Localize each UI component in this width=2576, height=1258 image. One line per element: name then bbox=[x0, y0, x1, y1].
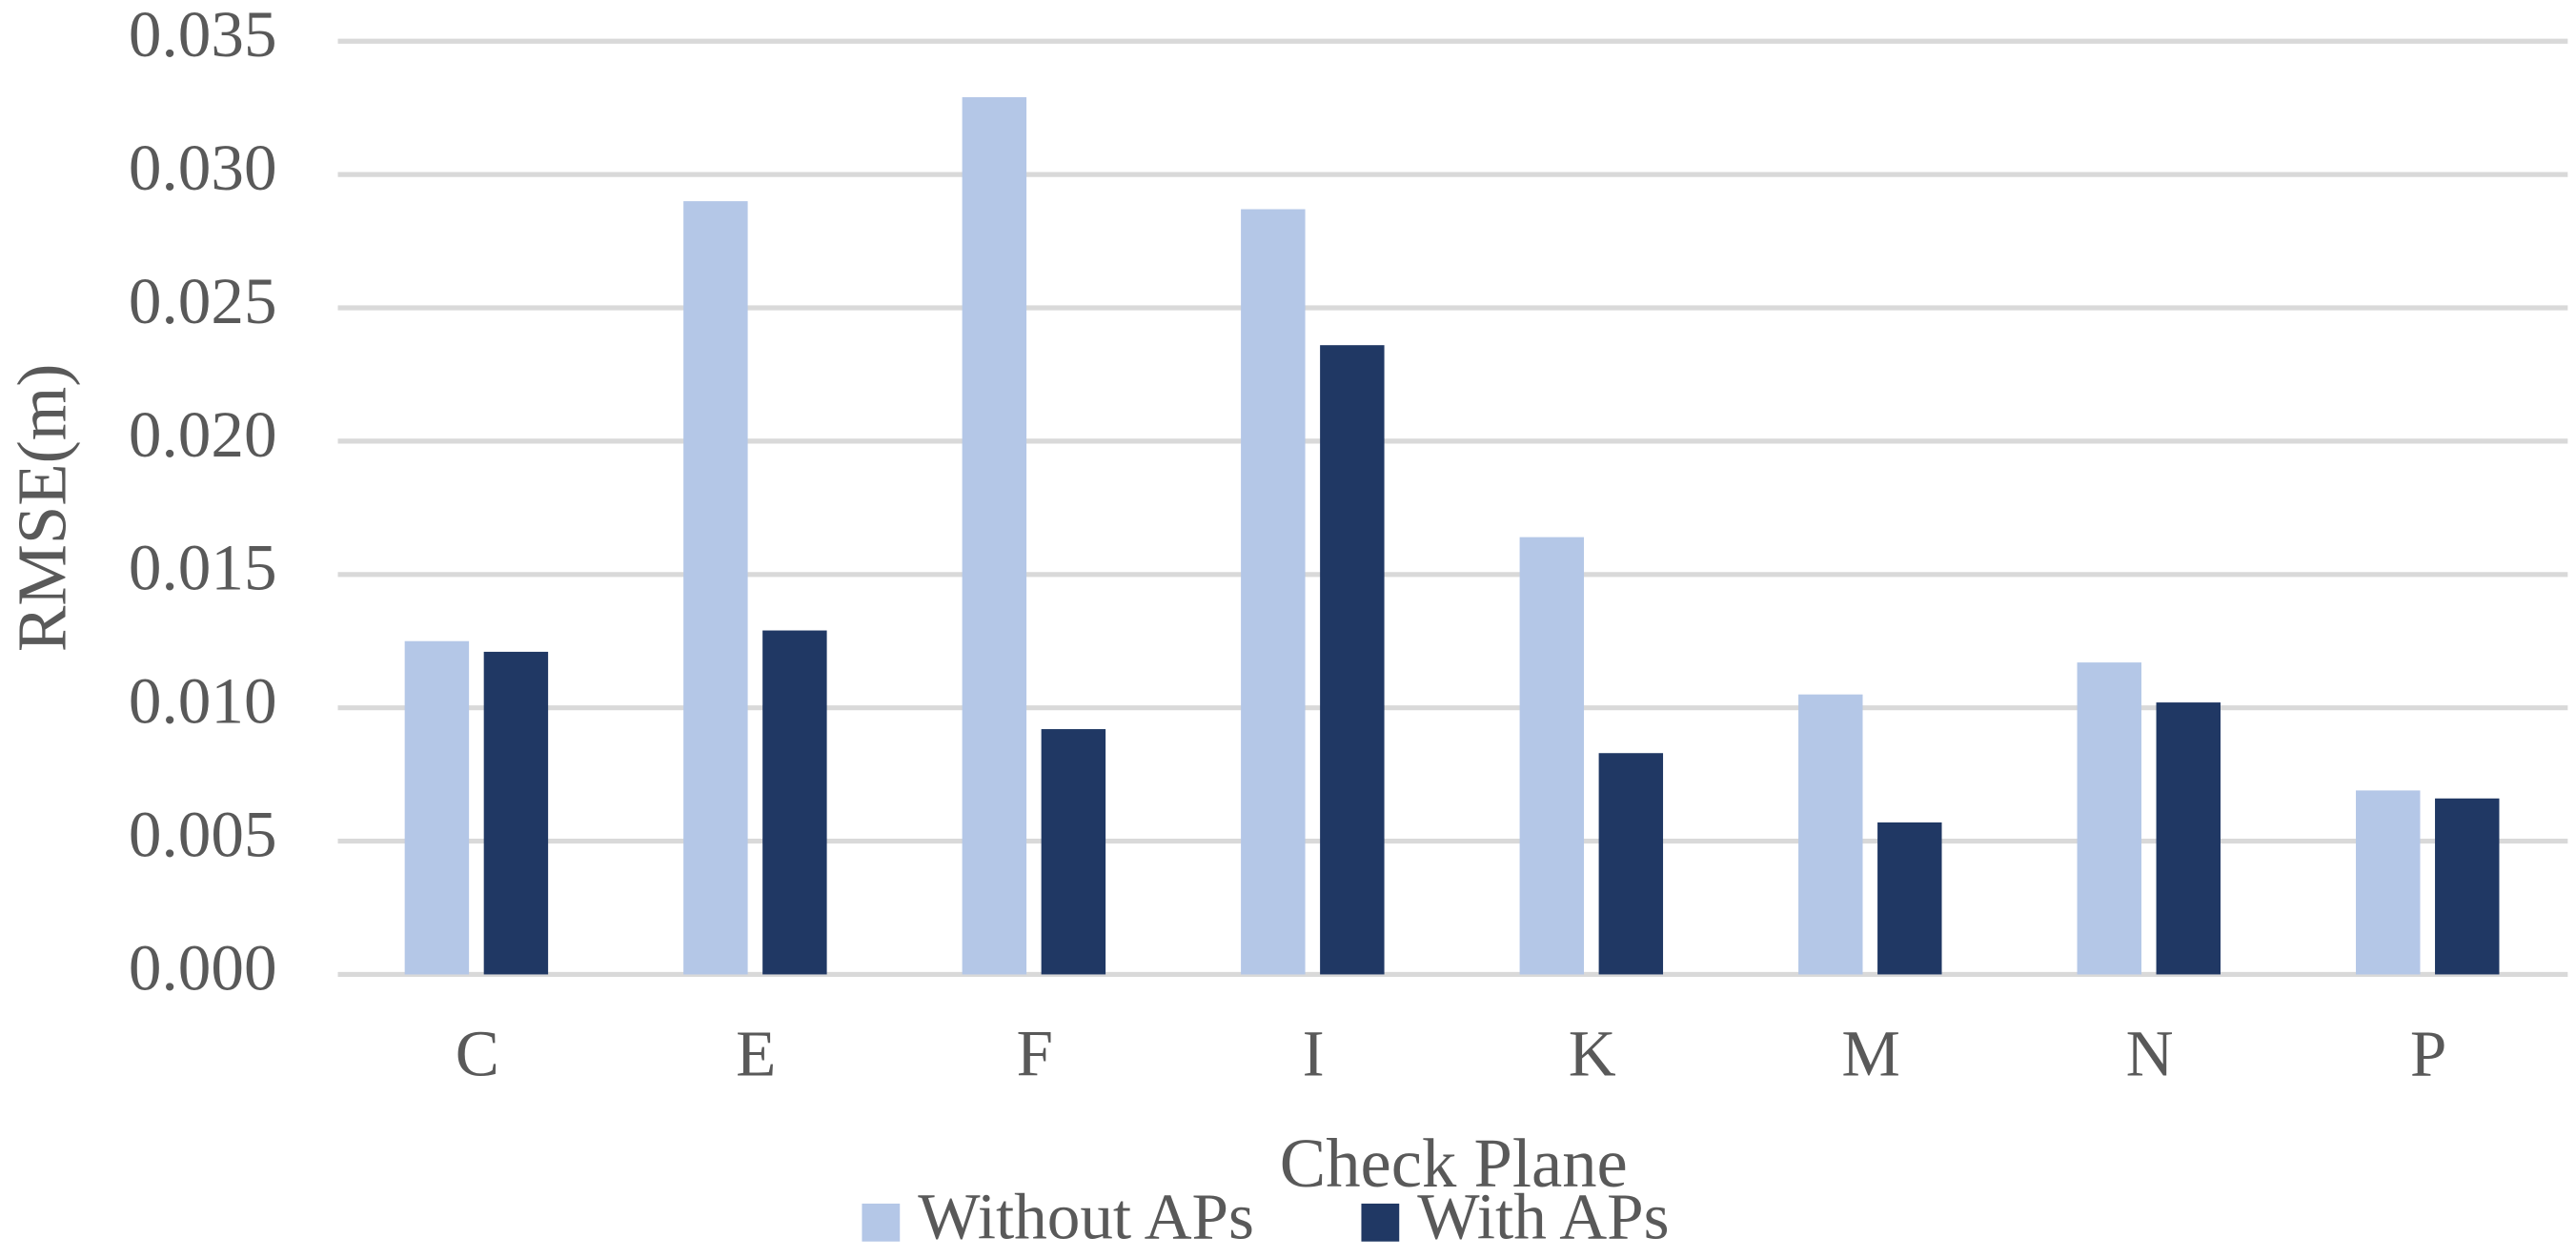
bar bbox=[1519, 537, 1585, 975]
bar bbox=[1241, 209, 1306, 975]
legend-swatch bbox=[862, 1203, 901, 1242]
bar bbox=[483, 651, 549, 975]
x-tick-label: F bbox=[1016, 1016, 1052, 1089]
x-tick-label: M bbox=[1841, 1016, 1900, 1089]
x-tick-label: C bbox=[456, 1016, 499, 1089]
x-tick-label: I bbox=[1303, 1016, 1325, 1089]
bar bbox=[2077, 662, 2141, 975]
y-tick-label: 0.020 bbox=[129, 397, 277, 471]
bar bbox=[1041, 729, 1106, 975]
bar bbox=[2156, 702, 2221, 975]
y-tick-label: 0.010 bbox=[129, 664, 277, 738]
bar bbox=[404, 640, 470, 975]
bar bbox=[2356, 790, 2421, 975]
legend-label: Without APs bbox=[918, 1180, 1254, 1253]
bar bbox=[1877, 822, 1942, 975]
y-tick-label: 0.000 bbox=[129, 930, 277, 1004]
y-tick-label: 0.035 bbox=[129, 0, 277, 71]
x-tick-label: E bbox=[736, 1016, 776, 1089]
x-axis-title: Check Plane bbox=[1280, 1125, 1628, 1202]
bar bbox=[1798, 694, 1863, 975]
y-tick-label: 0.030 bbox=[129, 131, 277, 204]
y-tick-label: 0.015 bbox=[129, 531, 277, 604]
y-tick-label: 0.005 bbox=[129, 797, 277, 870]
bar bbox=[1320, 345, 1385, 975]
bar bbox=[683, 201, 748, 975]
x-tick-label: K bbox=[1569, 1016, 1616, 1089]
bar bbox=[2435, 798, 2500, 975]
bar bbox=[762, 630, 827, 975]
y-axis-title: RMSE(m) bbox=[4, 363, 81, 652]
legend-swatch bbox=[1361, 1203, 1400, 1242]
bar bbox=[1598, 753, 1664, 975]
legend-label: With APs bbox=[1417, 1180, 1669, 1253]
bar bbox=[962, 97, 1027, 975]
x-tick-label: P bbox=[2410, 1016, 2446, 1089]
y-tick-label: 0.025 bbox=[129, 264, 277, 337]
x-tick-label: N bbox=[2126, 1016, 2174, 1089]
